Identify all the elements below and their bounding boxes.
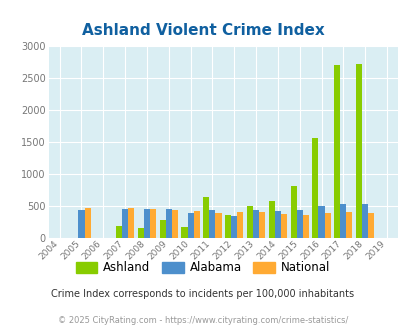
Bar <box>345 212 352 238</box>
Bar <box>187 213 193 238</box>
Bar <box>143 209 149 238</box>
Bar <box>339 204 345 238</box>
Bar <box>361 204 367 238</box>
Bar <box>116 226 122 238</box>
Bar <box>224 214 230 238</box>
Bar <box>296 210 302 238</box>
Text: Ashland Violent Crime Index: Ashland Violent Crime Index <box>81 23 324 38</box>
Bar <box>165 209 171 238</box>
Bar <box>122 209 128 238</box>
Bar <box>311 138 318 238</box>
Bar <box>258 213 264 238</box>
Bar <box>209 210 215 238</box>
Bar <box>280 214 286 238</box>
Bar <box>290 186 296 238</box>
Text: © 2025 CityRating.com - https://www.cityrating.com/crime-statistics/: © 2025 CityRating.com - https://www.city… <box>58 315 347 325</box>
Text: Crime Index corresponds to incidents per 100,000 inhabitants: Crime Index corresponds to incidents per… <box>51 289 354 299</box>
Bar <box>84 208 90 238</box>
Bar <box>302 214 308 238</box>
Bar <box>215 213 221 238</box>
Bar <box>159 220 165 238</box>
Bar <box>203 197 209 238</box>
Bar <box>78 211 84 238</box>
Bar <box>171 210 177 238</box>
Bar <box>252 210 258 238</box>
Bar <box>128 208 134 238</box>
Bar <box>333 65 339 238</box>
Bar <box>237 213 243 238</box>
Bar <box>246 206 252 238</box>
Bar <box>324 213 330 238</box>
Bar <box>268 201 274 238</box>
Bar <box>367 213 373 238</box>
Bar <box>137 228 143 238</box>
Bar <box>181 227 187 238</box>
Bar <box>230 215 237 238</box>
Bar <box>318 206 324 238</box>
Bar <box>355 64 361 238</box>
Legend: Ashland, Alabama, National: Ashland, Alabama, National <box>71 257 334 279</box>
Bar <box>274 211 280 238</box>
Bar <box>149 209 156 238</box>
Bar <box>193 212 199 238</box>
